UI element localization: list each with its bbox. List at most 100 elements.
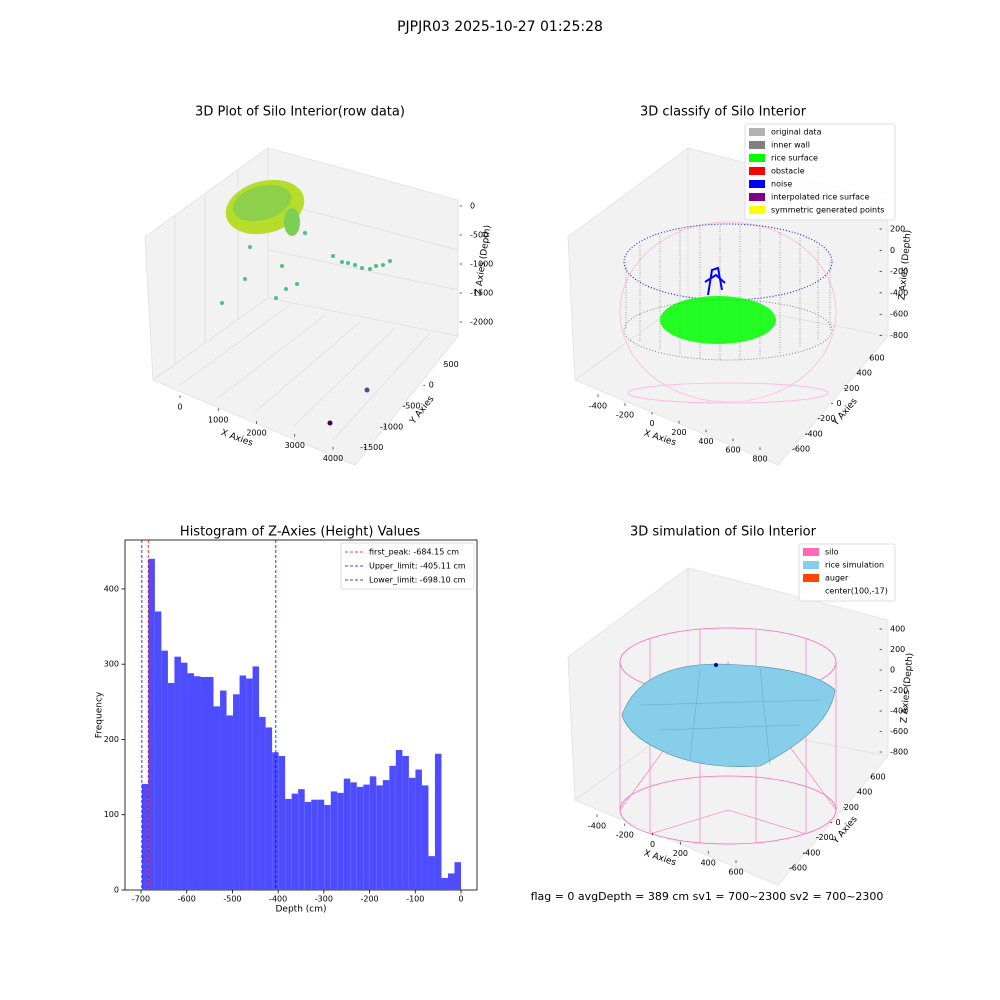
z-tick-label: -600: [890, 310, 908, 319]
legend-label: center(100,-17): [825, 587, 888, 596]
legend-label: symmetric generated points: [771, 206, 884, 215]
y-axis-label: Y Axies: [408, 394, 437, 427]
bar: [154, 611, 162, 890]
bar: [454, 862, 461, 890]
chart-title: 3D Plot of Silo Interior(row data): [195, 105, 405, 120]
bar: [148, 558, 155, 890]
legend-label: Upper_limit: -405.11 cm: [369, 562, 466, 571]
point-cloud: [220, 179, 392, 426]
bar: [356, 786, 364, 890]
bar: [252, 666, 260, 890]
z-tick-label: -2000: [470, 318, 493, 327]
y-tick-label: 0: [836, 399, 841, 408]
z-tick-label: 0: [470, 202, 475, 211]
z-tick-label: 200: [890, 224, 905, 233]
x-tick-label: 800: [752, 454, 767, 463]
x-tick-label: 0: [649, 419, 654, 428]
bar: [193, 676, 201, 890]
x-tick-label: -400: [589, 401, 607, 410]
bar: [187, 673, 194, 890]
chart-title: 3D simulation of Silo Interior: [630, 525, 817, 540]
x-tick-label: -400: [269, 895, 287, 904]
x-tick-label: 400: [701, 858, 716, 867]
x-tick-label: 0: [650, 840, 655, 849]
y-tick-label: 0: [114, 886, 119, 895]
bar: [291, 793, 299, 890]
legend-label: inner wall: [771, 141, 810, 150]
y-tick-label: -600: [792, 445, 810, 454]
bar: [415, 769, 422, 890]
legend-swatch: [749, 154, 765, 162]
x-tick-label: 0: [177, 403, 182, 412]
x-tick-label: 400: [698, 437, 713, 446]
y-tick-label: -1500: [360, 443, 383, 452]
legend-label: rice simulation: [825, 561, 884, 570]
y-tick-label: 400: [857, 369, 872, 378]
y-tick-label: 300: [104, 660, 119, 669]
legend-label: auger: [825, 574, 849, 583]
x-tick-label: -500: [223, 895, 241, 904]
legend-label: Lower_limit: -698.10 cm: [369, 576, 466, 585]
x-axis-label: Depth (cm): [275, 905, 326, 915]
z-tick-label: 0: [890, 246, 895, 255]
bar: [239, 675, 247, 890]
bar: [200, 676, 208, 890]
bar: [447, 873, 455, 890]
y-tick-label: 100: [104, 810, 119, 819]
bar: [382, 780, 390, 890]
chart-title: Histogram of Z-Axies (Height) Values: [180, 525, 420, 540]
bar: [265, 727, 273, 890]
z-tick-label: -1000: [470, 260, 493, 269]
x-tick-label: -200: [616, 831, 634, 840]
z-tick-label: -400: [890, 707, 908, 716]
y-tick-label: -1000: [380, 422, 403, 431]
y-tick-label: -200: [816, 833, 834, 842]
x-tick-label: -100: [406, 895, 424, 904]
z-tick-label: 0: [890, 666, 895, 675]
bar: [421, 785, 429, 890]
x-tick-label: 200: [671, 428, 686, 437]
z-tick-label: -600: [890, 727, 908, 736]
y-tick-label: -500: [402, 402, 420, 411]
legend-swatch: [803, 574, 819, 582]
y-tick-label: -200: [817, 414, 835, 423]
legend-swatch: [749, 180, 765, 188]
y-tick-label: -400: [802, 848, 820, 857]
bar: [167, 683, 175, 890]
bar: [369, 776, 377, 890]
y-tick-label: 0: [835, 818, 840, 827]
footer-text: flag = 0 avgDepth = 389 cm sv1 = 700~230…: [531, 890, 884, 903]
z-axis-label: Z Axies (Depth): [897, 229, 913, 300]
y-tick-label: 200: [104, 735, 119, 744]
y-tick-label: 200: [844, 384, 859, 393]
x-tick-label: -200: [616, 410, 634, 419]
legend-swatch: [803, 561, 819, 569]
bar: [174, 656, 181, 890]
bar: [343, 778, 351, 890]
y-tick-label: 500: [443, 360, 458, 369]
x-tick-label: -400: [588, 822, 606, 831]
y-tick-label: 600: [869, 353, 884, 362]
legend-label: obstacle: [771, 167, 805, 176]
x-tick-label: 2000: [246, 428, 266, 437]
x-tick-label: -600: [178, 895, 196, 904]
legend-label: interpolated rice surface: [771, 193, 869, 202]
x-tick-label: -300: [315, 895, 333, 904]
legend-label: rice surface: [771, 154, 818, 163]
bar: [285, 798, 292, 890]
bar: [161, 650, 168, 890]
bar: [441, 877, 448, 890]
figure-title: PJPJR03 2025-10-27 01:25:28: [397, 19, 603, 35]
classified-points: [619, 221, 837, 404]
x-tick-label: 0: [458, 895, 463, 904]
bar: [304, 801, 312, 890]
bar: [408, 777, 416, 890]
x-tick-label: 4000: [323, 454, 343, 463]
legend-swatch: [749, 167, 765, 175]
bar: [233, 694, 240, 890]
bar: [207, 676, 214, 890]
z-axis-label: Z Axies (Depth): [899, 652, 915, 723]
bar: [272, 752, 279, 890]
legend-label: silo: [825, 548, 839, 557]
